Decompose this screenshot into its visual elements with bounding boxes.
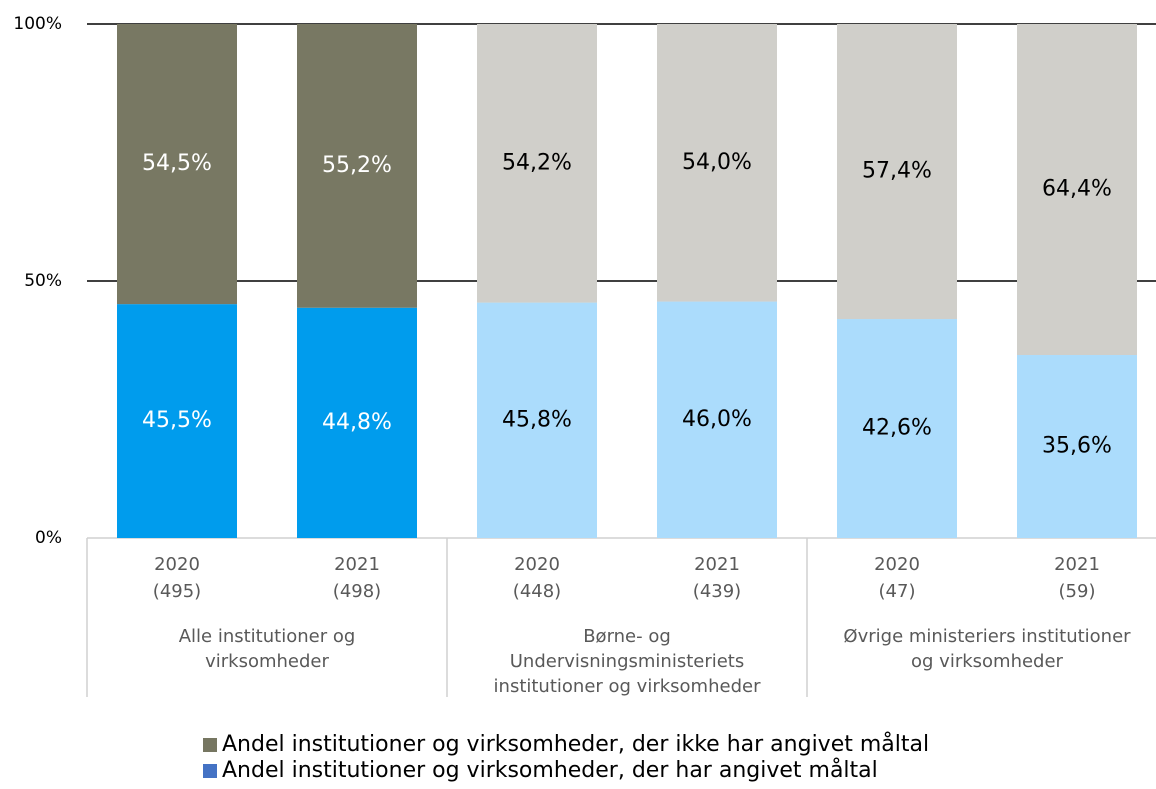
bar-segment bbox=[297, 24, 417, 308]
value-label: 35,6% bbox=[1042, 434, 1112, 459]
group-label: Alle institutioner og bbox=[179, 626, 356, 647]
bar-segment bbox=[117, 24, 237, 305]
y-tick-label: 100% bbox=[13, 14, 62, 34]
value-label: 55,2% bbox=[322, 153, 392, 178]
legend-label: Andel institutioner og virksomheder, der… bbox=[222, 757, 878, 783]
legend-swatch bbox=[203, 738, 217, 752]
bar-segment bbox=[657, 301, 777, 538]
bar-segment bbox=[1017, 24, 1137, 356]
x-count-label: (59) bbox=[1059, 581, 1096, 602]
group-label: Undervisningsministeriets bbox=[510, 651, 745, 672]
bar-segment bbox=[477, 24, 597, 303]
group-label: Børne- og bbox=[583, 626, 671, 647]
group-label: institutioner og virksomheder bbox=[494, 676, 762, 697]
bar-segment bbox=[837, 319, 957, 538]
x-count-label: (448) bbox=[513, 581, 561, 602]
x-tick-label: 2020 bbox=[874, 554, 920, 575]
value-label: 45,8% bbox=[502, 407, 572, 432]
value-label: 54,2% bbox=[502, 150, 572, 175]
x-count-label: (439) bbox=[693, 581, 741, 602]
x-tick-label: 2021 bbox=[1054, 554, 1100, 575]
value-label: 46,0% bbox=[682, 407, 752, 432]
x-count-label: (47) bbox=[879, 581, 916, 602]
x-count-label: (498) bbox=[333, 581, 381, 602]
value-label: 54,0% bbox=[682, 150, 752, 175]
legend-label: Andel institutioner og virksomheder, der… bbox=[222, 731, 929, 757]
value-label: 54,5% bbox=[142, 151, 212, 176]
y-tick-label: 50% bbox=[24, 271, 62, 291]
bar-segment bbox=[477, 302, 597, 538]
y-tick-label: 0% bbox=[35, 528, 62, 548]
value-label: 42,6% bbox=[862, 416, 932, 441]
value-label: 45,5% bbox=[142, 408, 212, 433]
group-label: og virksomheder bbox=[911, 651, 1064, 672]
bar-segment bbox=[657, 24, 777, 302]
x-count-label: (495) bbox=[153, 581, 201, 602]
bar-segment bbox=[117, 304, 237, 538]
x-tick-label: 2020 bbox=[514, 554, 560, 575]
bar-segment bbox=[297, 307, 417, 538]
legend-swatch bbox=[203, 764, 217, 778]
value-label: 44,8% bbox=[322, 410, 392, 435]
bar-segment bbox=[837, 24, 957, 320]
value-label: 57,4% bbox=[862, 159, 932, 184]
group-label: Øvrige ministeriers institutioner bbox=[843, 626, 1131, 647]
x-tick-label: 2021 bbox=[694, 554, 740, 575]
value-label: 64,4% bbox=[1042, 177, 1112, 202]
group-label: virksomheder bbox=[205, 651, 329, 672]
x-tick-label: 2020 bbox=[154, 554, 200, 575]
bar-segment bbox=[1017, 355, 1137, 538]
x-tick-label: 2021 bbox=[334, 554, 380, 575]
